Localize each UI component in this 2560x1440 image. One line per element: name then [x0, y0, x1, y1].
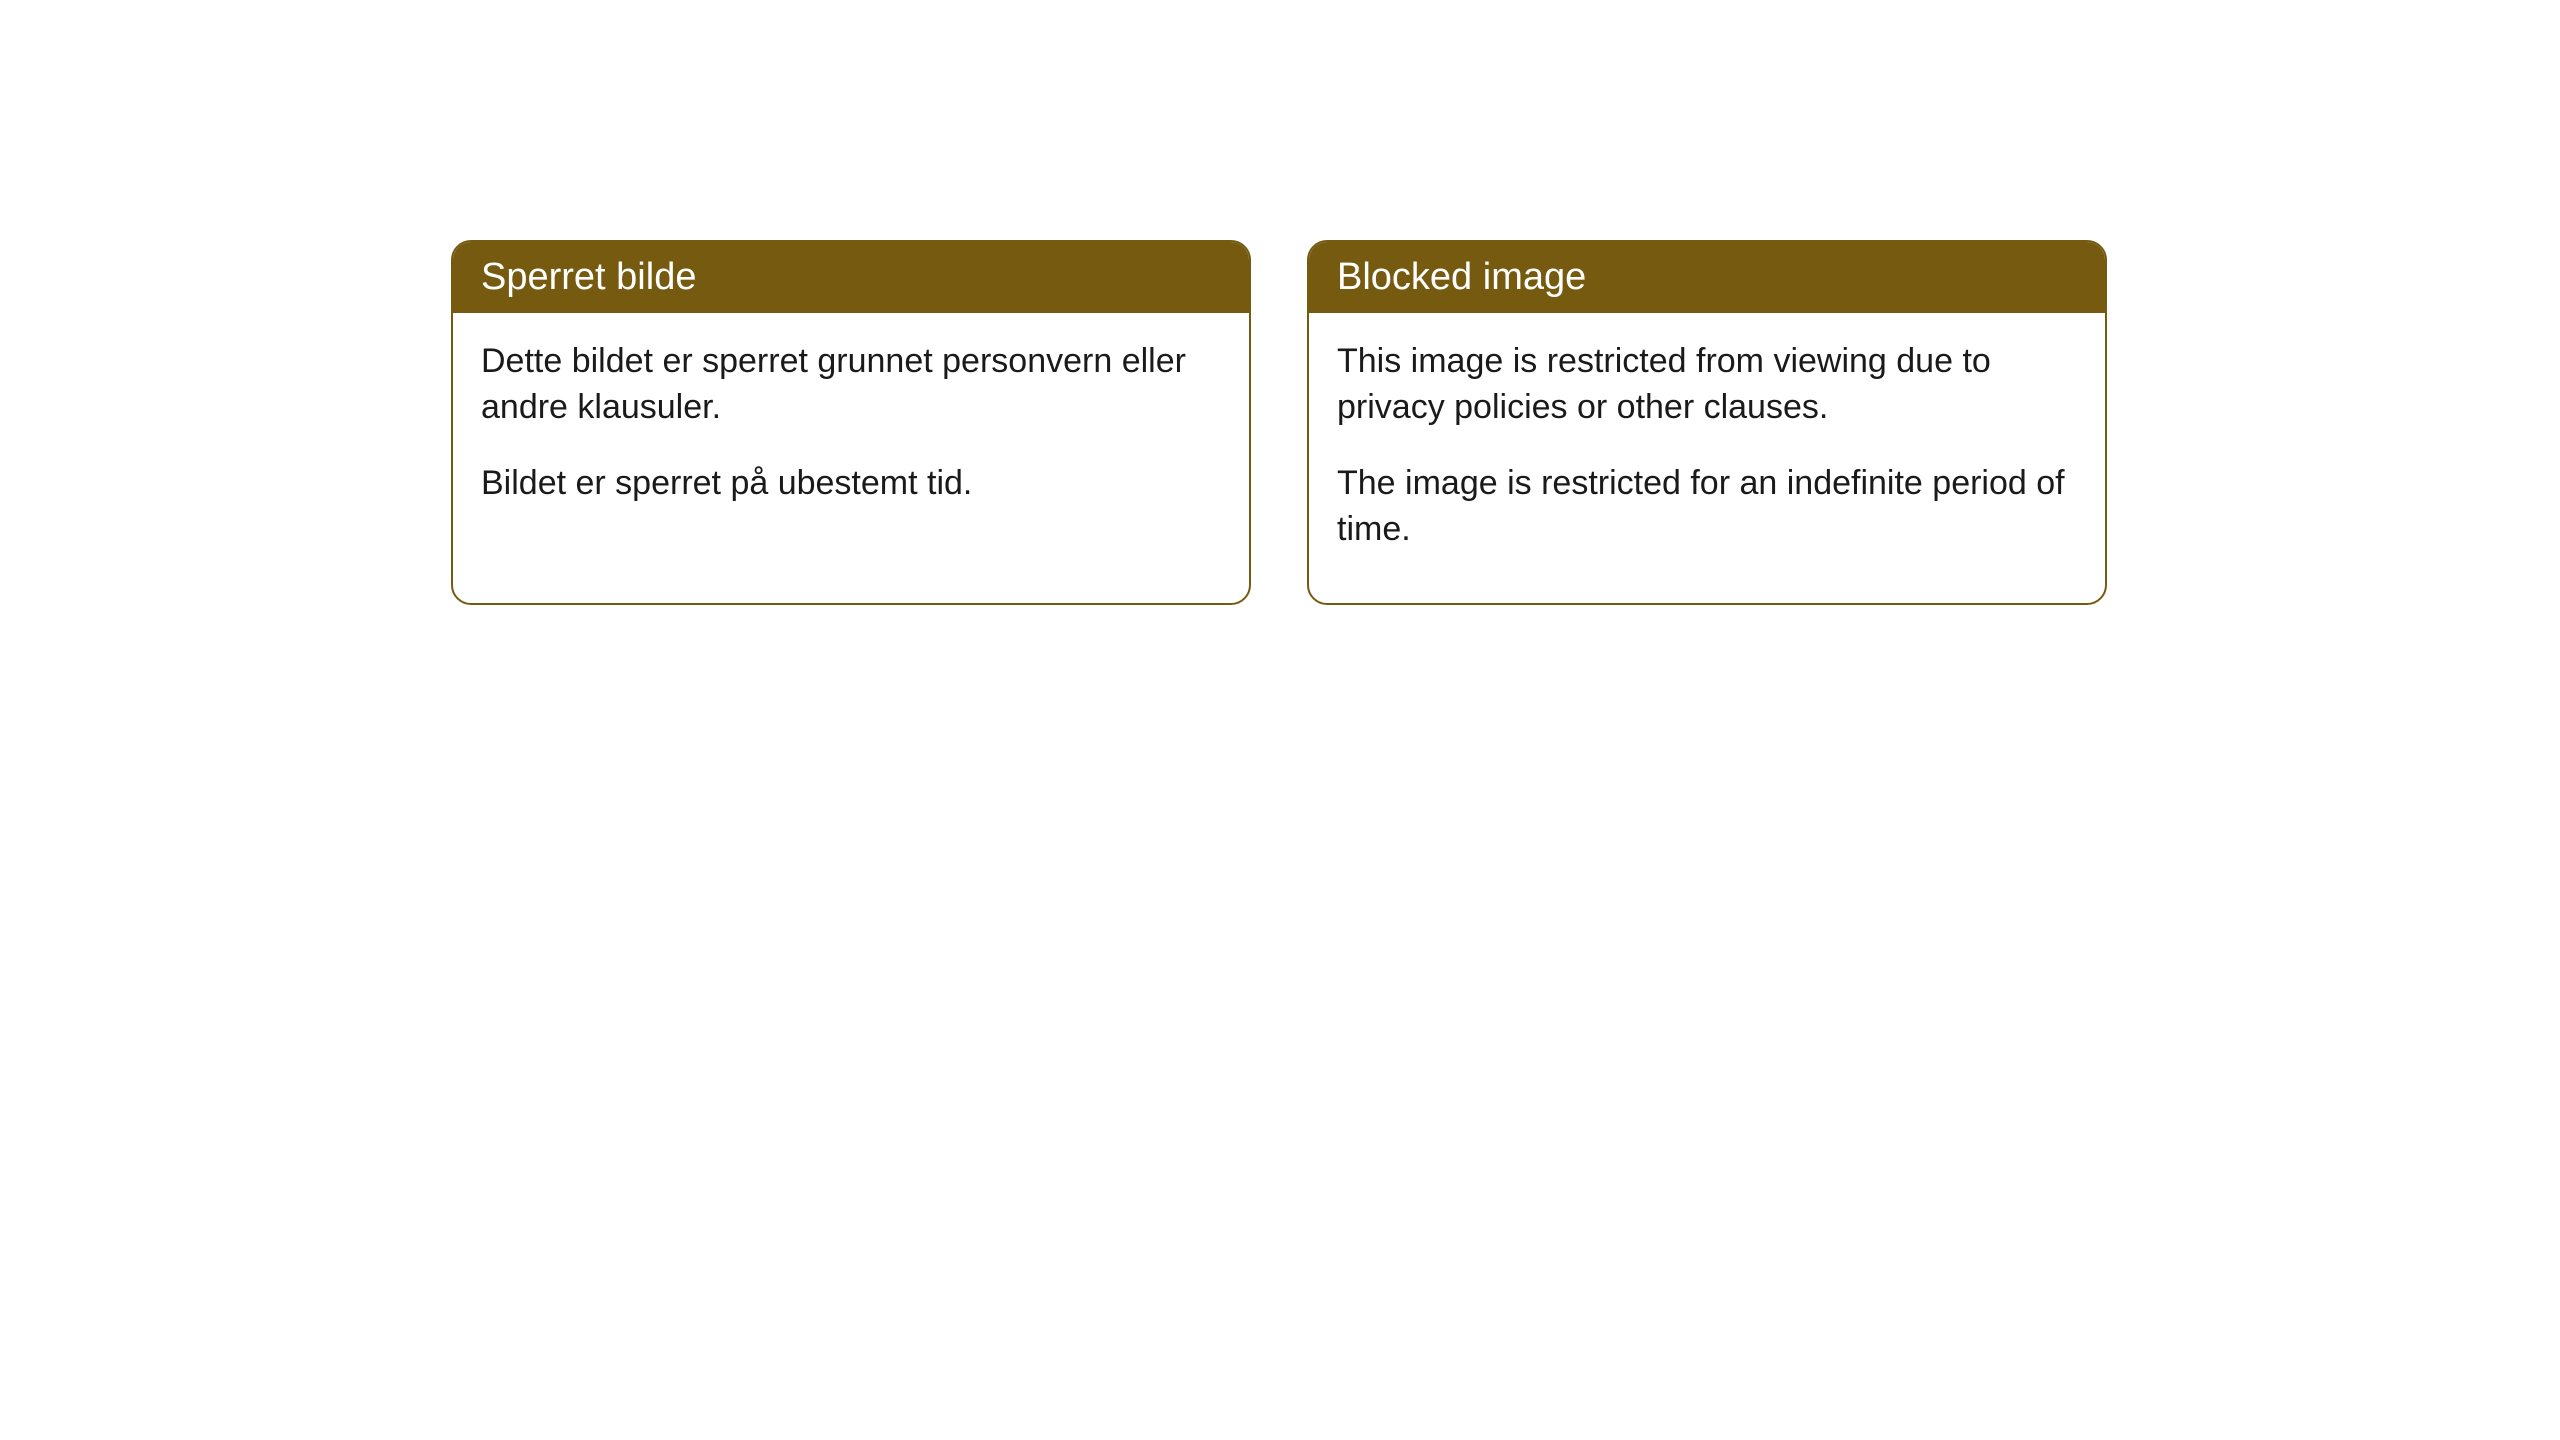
card-header-english: Blocked image	[1309, 242, 2105, 313]
cards-container: Sperret bilde Dette bildet er sperret gr…	[451, 240, 2107, 605]
card-norwegian: Sperret bilde Dette bildet er sperret gr…	[451, 240, 1251, 605]
card-paragraph2-norwegian: Bildet er sperret på ubestemt tid.	[481, 461, 1221, 507]
card-paragraph1-norwegian: Dette bildet er sperret grunnet personve…	[481, 339, 1221, 431]
card-paragraph1-english: This image is restricted from viewing du…	[1337, 339, 2077, 431]
card-title-english: Blocked image	[1337, 256, 1586, 298]
card-header-norwegian: Sperret bilde	[453, 242, 1249, 313]
card-title-norwegian: Sperret bilde	[481, 256, 696, 298]
card-body-norwegian: Dette bildet er sperret grunnet personve…	[453, 313, 1249, 557]
card-body-english: This image is restricted from viewing du…	[1309, 313, 2105, 603]
card-english: Blocked image This image is restricted f…	[1307, 240, 2107, 605]
card-paragraph2-english: The image is restricted for an indefinit…	[1337, 461, 2077, 553]
